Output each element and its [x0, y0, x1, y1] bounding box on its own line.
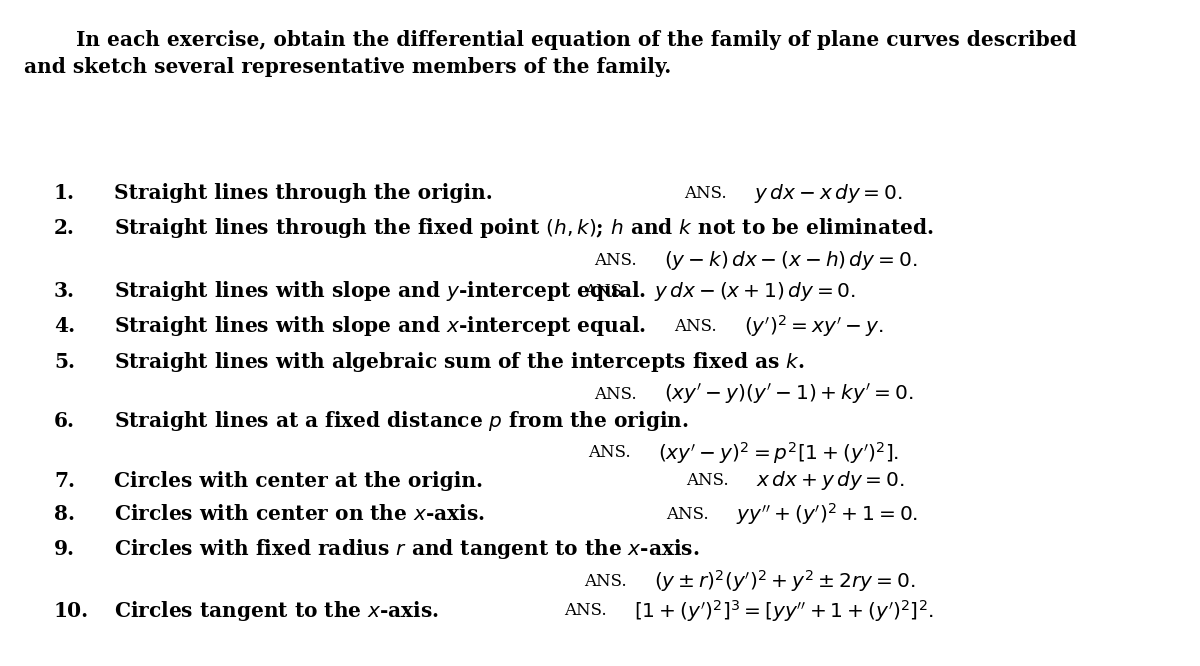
Text: In each exercise, obtain the differential equation of the family of plane curves: In each exercise, obtain the differentia… — [48, 30, 1076, 50]
Text: $(y - k)\,dx - (x - h)\,dy = 0.$: $(y - k)\,dx - (x - h)\,dy = 0.$ — [664, 249, 917, 272]
Text: Straight lines with slope and $x$-intercept equal.: Straight lines with slope and $x$-interc… — [114, 314, 647, 338]
Text: Circles with center at the origin.: Circles with center at the origin. — [114, 471, 482, 491]
Text: Straight lines through the origin.: Straight lines through the origin. — [114, 183, 493, 203]
Text: Circles with center on the $x$-axis.: Circles with center on the $x$-axis. — [114, 504, 485, 524]
Text: $(y \pm r)^2(y')^2 + y^2 \pm 2ry = 0.$: $(y \pm r)^2(y')^2 + y^2 \pm 2ry = 0.$ — [654, 569, 916, 594]
Text: ANS.: ANS. — [684, 184, 727, 202]
Text: $[1 + (y')^2]^3 = [yy'' + 1 + (y')^2]^2.$: $[1 + (y')^2]^3 = [yy'' + 1 + (y')^2]^2.… — [634, 598, 934, 623]
Text: 5.: 5. — [54, 352, 74, 372]
Text: 4.: 4. — [54, 316, 76, 336]
Text: Straight lines through the fixed point $(h, k)$; $h$ and $k$ not to be eliminate: Straight lines through the fixed point $… — [114, 216, 934, 240]
Text: $(xy' - y)^2 = p^2[1 + (y')^2].$: $(xy' - y)^2 = p^2[1 + (y')^2].$ — [658, 440, 899, 466]
Text: 1.: 1. — [54, 183, 74, 203]
Text: $(y')^2 = xy' - y.$: $(y')^2 = xy' - y.$ — [744, 314, 883, 339]
Text: Straight lines at a fixed distance $p$ from the origin.: Straight lines at a fixed distance $p$ f… — [114, 409, 689, 433]
Text: 9.: 9. — [54, 539, 74, 559]
Text: $y\,dx - x\,dy = 0.$: $y\,dx - x\,dy = 0.$ — [754, 182, 902, 204]
Text: ANS.: ANS. — [674, 318, 718, 335]
Text: Straight lines with algebraic sum of the intercepts fixed as $k$.: Straight lines with algebraic sum of the… — [114, 350, 805, 374]
Text: ANS.: ANS. — [564, 602, 607, 619]
Text: Circles with fixed radius $r$ and tangent to the $x$-axis.: Circles with fixed radius $r$ and tangen… — [114, 537, 700, 561]
Text: 3.: 3. — [54, 281, 74, 301]
Text: ANS.: ANS. — [594, 386, 637, 403]
Text: $yy'' + (y')^2 + 1 = 0.$: $yy'' + (y')^2 + 1 = 0.$ — [736, 501, 918, 527]
Text: Circles tangent to the $x$-axis.: Circles tangent to the $x$-axis. — [114, 599, 439, 623]
Text: $(xy' - y)(y' - 1) + ky' = 0.$: $(xy' - y)(y' - 1) + ky' = 0.$ — [664, 382, 913, 406]
Text: ANS.: ANS. — [594, 252, 637, 269]
Text: $x\,dx + y\,dy = 0.$: $x\,dx + y\,dy = 0.$ — [756, 470, 905, 492]
Text: $y\,dx - (x + 1)\,dy = 0.$: $y\,dx - (x + 1)\,dy = 0.$ — [654, 280, 856, 302]
Text: 6.: 6. — [54, 411, 74, 431]
Text: ANS.: ANS. — [686, 472, 730, 490]
Text: 7.: 7. — [54, 471, 74, 491]
Text: ANS.: ANS. — [584, 573, 628, 590]
Text: ANS.: ANS. — [588, 444, 631, 462]
Text: ANS.: ANS. — [584, 282, 628, 300]
Text: 2.: 2. — [54, 218, 74, 238]
Text: 10.: 10. — [54, 601, 89, 621]
Text: ANS.: ANS. — [666, 505, 709, 523]
Text: Straight lines with slope and $y$-intercept equal.: Straight lines with slope and $y$-interc… — [114, 279, 647, 303]
Text: 8.: 8. — [54, 504, 74, 524]
Text: and sketch several representative members of the family.: and sketch several representative member… — [24, 57, 671, 77]
